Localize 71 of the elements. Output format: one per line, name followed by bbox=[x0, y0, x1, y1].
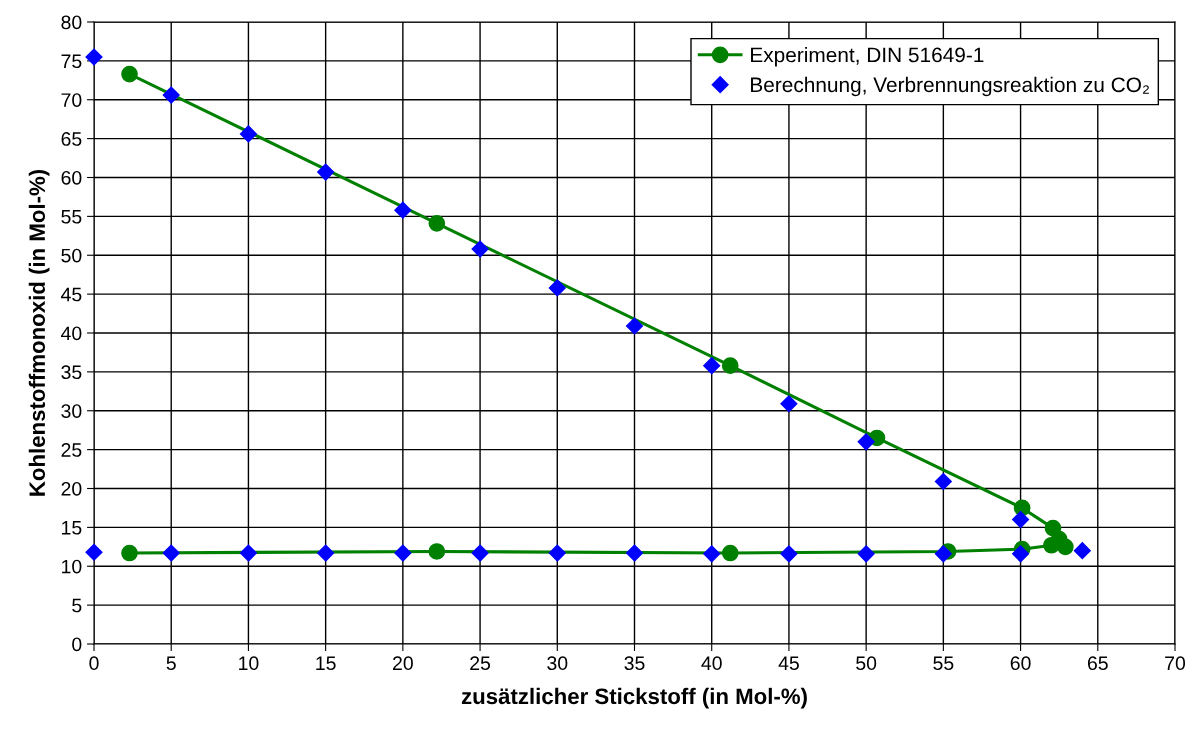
point bbox=[780, 395, 798, 413]
point bbox=[548, 279, 566, 297]
y-axis-title: Kohlenstoffmonoxid (in Mol-%) bbox=[28, 169, 50, 496]
y-tick-label: 20 bbox=[61, 481, 82, 496]
point bbox=[625, 317, 644, 335]
y-tick-label: 65 bbox=[61, 132, 82, 146]
x-tick-label: 70 bbox=[1165, 656, 1186, 671]
x-tick-label: 35 bbox=[624, 656, 645, 671]
point bbox=[121, 65, 138, 83]
y-tick-label: 55 bbox=[61, 210, 82, 224]
point bbox=[721, 544, 739, 562]
point bbox=[721, 357, 739, 374]
y-tick-label: 0 bbox=[72, 637, 82, 652]
point bbox=[85, 48, 103, 66]
point bbox=[317, 544, 335, 562]
point bbox=[471, 544, 489, 562]
x-tick-label: 0 bbox=[89, 656, 99, 671]
x-tick-label: 50 bbox=[856, 656, 877, 671]
point bbox=[121, 544, 138, 562]
point bbox=[934, 545, 952, 563]
x-tick-label: 30 bbox=[547, 656, 568, 671]
y-tick-label: 80 bbox=[61, 15, 82, 30]
y-tick-label: 35 bbox=[61, 365, 82, 380]
y-tick-label: 50 bbox=[61, 248, 82, 263]
x-tick-label: 10 bbox=[239, 656, 259, 671]
x-tick-label: 40 bbox=[701, 656, 722, 671]
point bbox=[394, 201, 412, 219]
x-tick-label: 65 bbox=[1087, 656, 1108, 671]
point bbox=[162, 86, 180, 104]
x-tick-label: 15 bbox=[316, 656, 336, 671]
point bbox=[1057, 538, 1074, 556]
y-tick-label: 25 bbox=[61, 443, 82, 457]
point bbox=[1012, 511, 1030, 529]
point bbox=[239, 544, 257, 562]
point bbox=[162, 544, 180, 562]
legend-label: Berechnung, Verbrennungsreaktion zu CO₂ bbox=[751, 76, 1149, 97]
x-tick-label: 45 bbox=[778, 656, 799, 671]
point bbox=[625, 544, 644, 562]
x-tick-label: 60 bbox=[1010, 656, 1031, 671]
point bbox=[1012, 545, 1030, 563]
point bbox=[85, 543, 103, 561]
legend-label: Experiment, DIN 51649-1 bbox=[751, 47, 984, 67]
y-tick-label: 30 bbox=[61, 404, 82, 418]
y-tick-label: 5 bbox=[72, 598, 82, 613]
point bbox=[934, 472, 952, 491]
point bbox=[428, 215, 446, 232]
y-tick-label: 15 bbox=[62, 521, 82, 535]
y-tick-label: 45 bbox=[61, 287, 82, 302]
x-tick-label: 25 bbox=[470, 656, 491, 671]
x-tick-label: 55 bbox=[933, 656, 954, 671]
point bbox=[857, 545, 875, 563]
point bbox=[394, 544, 412, 562]
point bbox=[239, 125, 257, 143]
point bbox=[1043, 536, 1060, 554]
point bbox=[548, 544, 566, 562]
point bbox=[703, 545, 721, 563]
point bbox=[471, 240, 489, 258]
x-tick-label: 20 bbox=[393, 656, 413, 671]
y-tick-label: 10 bbox=[62, 559, 82, 574]
y-tick-label: 70 bbox=[61, 93, 82, 107]
point bbox=[1073, 542, 1091, 560]
point bbox=[317, 163, 335, 181]
point bbox=[428, 543, 446, 560]
point bbox=[857, 433, 875, 451]
y-tick-label: 60 bbox=[61, 170, 82, 185]
x-axis-title: zusätzlicher Stickstoff (in Mol-%) bbox=[461, 687, 807, 709]
x-tick-label: 5 bbox=[166, 656, 176, 671]
point bbox=[703, 357, 721, 375]
point bbox=[780, 545, 798, 563]
y-tick-label: 75 bbox=[61, 54, 82, 69]
y-tick-label: 40 bbox=[61, 326, 82, 341]
